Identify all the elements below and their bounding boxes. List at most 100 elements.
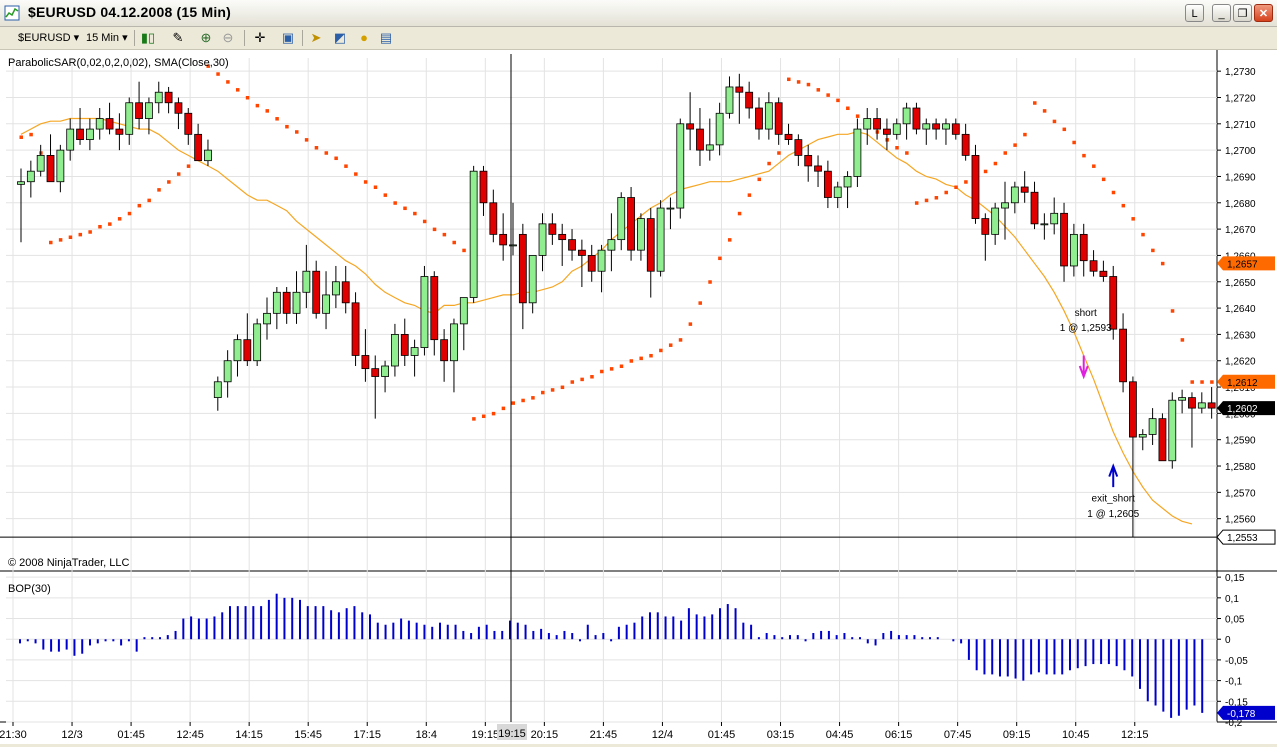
sar-dot [757, 177, 761, 182]
sar-dot [501, 406, 506, 411]
sar-dot [383, 193, 388, 197]
candle-body [194, 133, 203, 162]
sar-dot [954, 185, 958, 189]
candle-body [1079, 233, 1088, 262]
sar-dot [718, 256, 722, 261]
candle-body [213, 381, 222, 398]
short-arrow-icon [1078, 355, 1089, 380]
crosshair-icon[interactable]: ✛ [254, 30, 266, 45]
candle-body [1060, 212, 1068, 267]
candle-body [1001, 202, 1009, 209]
chart-trader-icon[interactable]: ▤ [379, 30, 393, 45]
candle-body [764, 102, 773, 130]
candle-body [1099, 270, 1108, 277]
candle-body [331, 281, 340, 296]
strategy-icon[interactable]: ➤ [310, 30, 322, 45]
candle-body [912, 107, 921, 130]
candle-body [243, 339, 252, 362]
sar-dot [688, 322, 693, 326]
sar-dot [324, 151, 329, 155]
candle-body [577, 249, 586, 256]
candle-body [922, 123, 931, 130]
sar-dot [1180, 338, 1185, 342]
sar-dot [855, 114, 860, 118]
candle-body [1119, 328, 1127, 383]
data-box-icon[interactable]: ● [360, 30, 368, 45]
sar-dot [1151, 248, 1155, 253]
sar-dot [442, 232, 447, 237]
interval-selector[interactable]: 15 Min ▾ [86, 32, 128, 44]
price-tick-label: 1,2580 [1225, 462, 1256, 473]
sar-dot [472, 417, 476, 421]
candle-body [587, 255, 596, 272]
time-tick-label: 21:30 [0, 729, 27, 741]
candle-body [410, 347, 419, 356]
candle-body [646, 218, 655, 272]
candle-body [361, 355, 370, 370]
candlestick-icon[interactable]: ▮▯ [140, 30, 156, 45]
candle-body [833, 186, 842, 198]
minimize-button[interactable]: _ [1212, 4, 1231, 22]
properties-icon[interactable]: ▣ [281, 30, 295, 45]
candle-body [627, 197, 635, 251]
candle-body [351, 302, 360, 356]
time-tick-label: 18:4 [416, 729, 437, 741]
candle-body [223, 360, 232, 383]
candle-body [46, 155, 55, 183]
candle-body [932, 123, 941, 130]
sar-dot [1023, 132, 1027, 137]
sar-dot [1160, 261, 1165, 266]
candle-body [76, 128, 84, 141]
zoom-out-icon[interactable]: ⊖ [222, 30, 234, 45]
candle-body [272, 291, 281, 314]
sar-dot [649, 353, 653, 358]
price-tick-label: 1,2570 [1225, 488, 1256, 499]
candle-body [282, 291, 291, 314]
link-button[interactable]: L [1185, 4, 1204, 22]
sar-dot [245, 95, 250, 100]
chart-canvas[interactable]: 1,25601,25701,25801,25901,26001,26101,26… [0, 50, 1277, 744]
candle-body [154, 91, 163, 104]
time-tick-label: 12:15 [1121, 729, 1149, 741]
candle-body [568, 239, 576, 251]
candle-body [823, 170, 832, 198]
candle-body [794, 139, 803, 156]
bop-tick-label: 0,1 [1225, 594, 1239, 605]
sar-dot [206, 64, 210, 68]
close-button[interactable]: ✕ [1254, 4, 1273, 22]
exit-short-label: exit_short [1092, 494, 1136, 505]
zoom-in-icon[interactable]: ⊕ [200, 30, 212, 45]
candle-body [883, 128, 891, 135]
exit-arrow-icon [1108, 463, 1119, 488]
sar-dot [737, 211, 742, 216]
time-tick-label: 20:15 [531, 729, 559, 741]
sar-dot [452, 240, 456, 245]
instrument-selector[interactable]: $EURUSD ▾ [18, 32, 80, 44]
candle-body [1089, 260, 1098, 272]
candle-body [705, 144, 714, 151]
sar-dot [285, 124, 289, 129]
time-tick-label: 06:15 [885, 729, 913, 741]
price-tick-label: 1,2730 [1225, 67, 1256, 78]
sar-dot [491, 411, 496, 416]
sar-dot [226, 80, 230, 84]
indicator-icon[interactable]: ◩ [333, 30, 347, 45]
sar-dot [1121, 203, 1126, 208]
sar-dot [521, 398, 525, 403]
pen-icon[interactable]: ✎ [172, 30, 184, 45]
sar-dot [1190, 380, 1194, 384]
candle-body [312, 270, 321, 314]
candle-body [715, 112, 724, 146]
candle-body [1040, 223, 1049, 226]
maximize-button[interactable]: ❐ [1233, 4, 1252, 22]
window-titlebar: $EURUSD 04.12.2008 (15 Min) L _ ❐ ✕ [0, 0, 1277, 27]
sar-dot [806, 82, 811, 87]
candle-body [1148, 418, 1157, 435]
sar-dot [836, 98, 840, 103]
price-tag-label: 1,2612 [1227, 378, 1258, 389]
candle-body [135, 102, 143, 119]
sar-dot [570, 380, 575, 384]
sar-dot [19, 135, 23, 139]
toolbar-separator [244, 30, 245, 46]
instrument-label: $EURUSD [18, 32, 71, 44]
